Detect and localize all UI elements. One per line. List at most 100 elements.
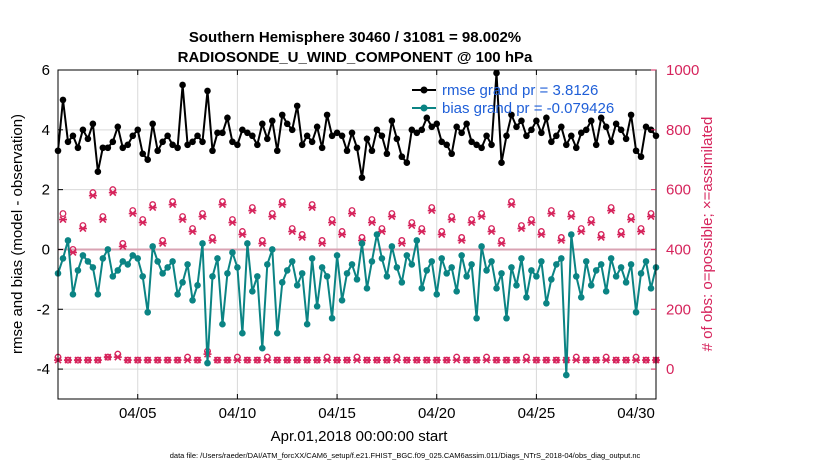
bias-point: [104, 246, 112, 253]
obs-assimilated-point: [63, 356, 72, 364]
rmse-point: [612, 120, 620, 128]
x-tick-label-3: 04/20: [418, 405, 456, 422]
y2-tick-label-1: 200: [666, 301, 691, 318]
obs-assimilated-point: [392, 356, 401, 364]
obs-assimilated-point: [382, 356, 391, 364]
bias-point: [408, 261, 416, 268]
rmse-point: [393, 135, 401, 143]
rmse-point: [89, 120, 97, 128]
obs-assimilated-point: [592, 356, 601, 364]
bias-point: [518, 255, 525, 262]
obs-assimilated-point: [308, 204, 317, 212]
obs-assimilated-point: [597, 233, 606, 242]
obs-assimilated-point: [78, 224, 87, 233]
bias-point: [458, 252, 465, 259]
bias-point: [239, 329, 246, 337]
y2-tick-label-0: 0: [666, 361, 674, 378]
bias-point: [563, 371, 570, 379]
rmse-point: [488, 141, 495, 149]
rmse-point: [229, 138, 236, 146]
bias-point: [513, 282, 520, 289]
obs-assimilated-point: [348, 209, 357, 218]
bias-point: [607, 255, 615, 262]
bias-point: [398, 279, 406, 286]
obs-assimilated-point: [582, 356, 591, 364]
plot-area: [58, 70, 656, 399]
rmse-point: [498, 159, 505, 167]
rmse-point: [423, 114, 431, 122]
obs-assimilated-point: [313, 356, 322, 364]
bias-point: [373, 231, 381, 238]
bias-point: [413, 237, 421, 244]
rmse-point: [448, 150, 455, 158]
rmse-point: [184, 141, 191, 149]
rmse-point: [283, 120, 291, 128]
obs-assimilated-point: [537, 230, 546, 239]
bias-point: [438, 255, 446, 262]
chart-subtitle: RADIOSONDE_U_WIND_COMPONENT @ 100 hPa: [178, 49, 533, 66]
rmse-point: [219, 129, 226, 137]
rmse-point: [493, 69, 500, 77]
obs-assimilated-point: [328, 218, 337, 227]
rmse-point: [533, 117, 540, 125]
obs-assimilated-point: [183, 356, 192, 364]
rmse-point: [607, 138, 615, 146]
rmse-point: [523, 132, 530, 140]
bias-point: [353, 276, 361, 283]
rmse-point: [254, 141, 261, 149]
obs-assimilated-point: [103, 353, 112, 361]
obs-assimilated-point: [258, 239, 267, 248]
bias-point: [423, 267, 431, 274]
obs-assimilated-point: [108, 189, 117, 197]
obs-assimilated-point: [238, 230, 247, 239]
rmse-point: [259, 120, 266, 128]
obs-assimilated-point: [188, 227, 197, 236]
obs-assimilated-point: [577, 227, 586, 236]
obs-assimilated-point: [647, 212, 656, 221]
obs-assimilated-point: [387, 212, 396, 221]
bias-point: [647, 285, 655, 292]
bias-point: [617, 264, 625, 271]
legend-label-bias: bias grand pr = -0.079426: [442, 100, 614, 117]
rmse-point: [553, 132, 560, 140]
obs-assimilated-point: [612, 356, 621, 364]
rmse-point: [298, 141, 306, 149]
bias-point: [343, 270, 351, 277]
rmse-point: [159, 138, 166, 146]
rmse-point: [189, 138, 196, 146]
rmse-point: [129, 132, 137, 140]
rmse-point: [388, 117, 396, 125]
rmse-point: [433, 120, 441, 128]
bias-point: [612, 273, 620, 280]
bias-point: [109, 273, 117, 280]
obs-assimilated-point: [98, 215, 107, 224]
rmse-point: [119, 144, 127, 152]
rmse-point: [194, 132, 201, 140]
obs-assimilated-point: [407, 221, 416, 230]
rmse-point: [199, 138, 206, 146]
rmse-point: [288, 126, 296, 134]
rmse-point: [458, 129, 465, 137]
bias-point: [119, 258, 127, 265]
y2-tick-label-2: 400: [666, 241, 691, 258]
rmse-point: [548, 138, 555, 146]
rmse-point: [463, 120, 470, 128]
rmse-point: [632, 147, 640, 155]
rmse-point: [179, 81, 186, 89]
bias-point: [313, 302, 321, 310]
obs-assimilated-point: [163, 356, 172, 364]
rmse-point: [264, 135, 271, 143]
obs-assimilated-point: [467, 218, 476, 227]
bias-point: [363, 285, 371, 292]
y-tick-label-2: 0: [42, 241, 50, 258]
obs-assimilated-point: [532, 356, 541, 364]
rmse-point: [368, 147, 376, 155]
obs-assimilated-point: [218, 201, 227, 209]
obs-possible-point: [59, 210, 67, 218]
bias-point: [528, 267, 535, 274]
rmse-point: [383, 150, 391, 158]
obs-assimilated-point: [637, 227, 646, 236]
rmse-point: [244, 129, 251, 137]
obs-assimilated-point: [427, 207, 436, 215]
bias-point: [169, 258, 176, 265]
